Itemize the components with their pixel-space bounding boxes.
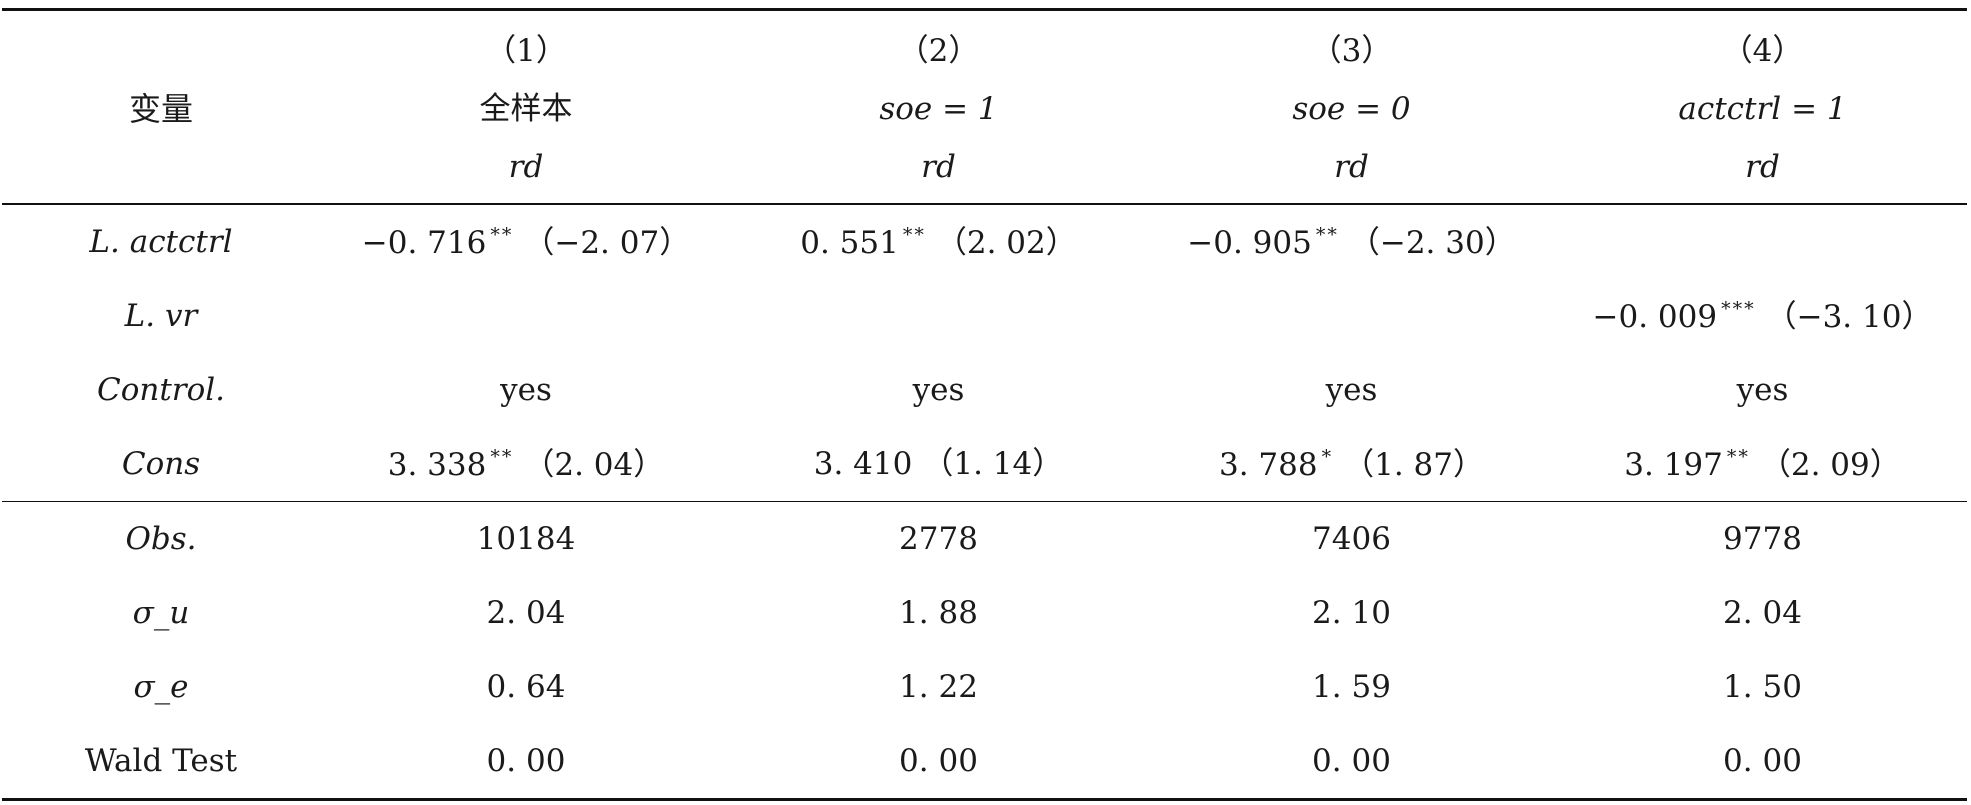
table-header: 变量 （1） 全样本 rd （2） soe = 1 rd （3） soe = 0… [2,8,1967,204]
sample-label: soe = 0 [1292,91,1411,127]
statistic-value: 9778 [1558,501,1967,576]
column-number: （3） [1310,33,1393,69]
column-number: （4） [1721,33,1804,69]
row-label: Control. [96,371,226,408]
table-row: Wald Test 0. 00 0. 00 0. 00 0. 00 [2,724,1967,801]
dependent-variable: rd [1334,149,1369,185]
table-row: L. actctrl −0. 716 ** （−2. 07） 0. 551 ** （2. 0… [2,203,1967,279]
statistic-value: 1. 50 [1723,668,1802,705]
coefficient-value: 3. 338 [387,446,487,483]
coefficient-cell: yes [1145,353,1558,427]
statistic-value: 2. 10 [1312,594,1391,631]
table-row: Obs. 10184 2778 7406 9778 [2,501,1967,576]
table-row: L. vr −0. 009 *** （−3. 10） [2,279,1967,353]
coefficient-cell [732,279,1145,353]
coefficient-value: yes [912,371,965,408]
statistic-value: 1. 59 [1312,668,1391,705]
row-label: σ_u [132,594,190,631]
dependent-variable: rd [508,149,544,185]
row-label: L. actctrl [2,203,320,279]
significance-stars: * [1321,445,1334,468]
header-row: 变量 （1） 全样本 rd （2） soe = 1 rd （3） soe = 0… [2,8,1967,204]
statistic-value: 0. 00 [732,724,1145,801]
variable-header: 变量 [2,8,320,204]
t-statistic: （−2. 30） [1348,224,1516,261]
sample-label: 全样本 [479,91,573,127]
table-row: Cons 3. 338 ** （2. 04） 3. 410 （1. 14） 3. 788 * （… [2,427,1967,502]
statistics-rows: Obs. 10184 2778 7406 9778 σ_u 2. 04 1. 88 2. 10 2… [2,501,1967,801]
table-row: σ_e 0. 64 1. 22 1. 59 1. 50 [2,650,1967,724]
statistic-value: 0. 64 [486,668,566,705]
coefficient-value: yes [500,371,552,408]
statistic-value: 2. 04 [1723,594,1802,631]
sample-label: soe = 1 [879,91,998,127]
significance-stars: *** [1721,297,1756,320]
coefficient-cell: −0. 716 ** （−2. 07） [320,203,732,279]
statistic-value: 0. 00 [1558,724,1967,801]
significance-stars: ** [490,445,514,468]
coefficient-value: yes [1325,371,1378,408]
t-statistic: （−3. 10） [1765,298,1933,335]
coefficient-cell: −0. 905 ** （−2. 30） [1145,203,1558,279]
coefficient-cell: 3. 788 * （1. 87） [1145,427,1558,502]
table-row: σ_u 2. 04 1. 88 2. 10 2. 04 [2,576,1967,650]
coefficient-cell: 3. 338 ** （2. 04） [320,427,732,502]
t-statistic: （2. 09） [1759,446,1901,483]
coefficient-value: 3. 410 [813,445,913,482]
coefficient-cell: yes [1558,353,1967,427]
coefficient-value: 3. 197 [1624,446,1723,483]
coefficient-value: −0. 716 [361,224,487,261]
coefficient-cell: yes [320,353,732,427]
t-statistic: （2. 04） [523,446,665,483]
column-number: （1） [485,33,567,69]
table-row: Control. yes yes yes yes [2,353,1967,427]
column-number: （2） [897,33,980,69]
t-statistic: （−2. 07） [523,224,691,261]
t-statistic: （1. 87） [1343,446,1484,483]
row-label: Cons [121,445,201,482]
coefficient-cell: 0. 551 ** （2. 02） [732,203,1145,279]
coefficient-value: yes [1736,371,1789,408]
coefficient-value: −0. 905 [1187,224,1312,261]
column-header-3: （3） soe = 0 rd [1145,8,1558,204]
statistic-value: 0. 00 [320,724,732,801]
statistic-value: 2. 04 [486,594,566,631]
statistic-value: 10184 [320,501,732,576]
dependent-variable: rd [921,149,956,185]
column-header-1: （1） 全样本 rd [320,8,732,204]
statistic-value: 2778 [732,501,1145,576]
significance-stars: ** [490,223,514,246]
sample-label: actctrl = 1 [1678,91,1847,127]
coefficient-value: 0. 551 [800,224,899,261]
statistic-value: 7406 [1145,501,1558,576]
significance-stars: ** [1726,445,1750,468]
t-statistic: （1. 14） [922,445,1064,482]
coefficient-cell: 3. 410 （1. 14） [732,427,1145,502]
row-label: Wald Test [2,724,320,801]
column-header-4: （4） actctrl = 1 rd [1558,8,1967,204]
coefficient-rows: L. actctrl −0. 716 ** （−2. 07） 0. 551 ** （2. 0… [2,203,1967,502]
row-label: σ_e [133,668,189,705]
coefficient-cell [1558,203,1967,279]
regression-table: 变量 （1） 全样本 rd （2） soe = 1 rd （3） soe = 0… [2,8,1967,801]
coefficient-cell [320,279,732,353]
row-label: L. vr [124,297,198,334]
coefficient-value: 3. 788 [1219,446,1318,483]
coefficient-cell [1145,279,1558,353]
coefficient-cell: −0. 009 *** （−3. 10） [1558,279,1967,353]
statistic-value: 1. 22 [899,668,978,705]
row-label: Obs. [2,501,320,576]
t-statistic: （2. 02） [935,224,1077,261]
column-header-2: （2） soe = 1 rd [732,8,1145,204]
significance-stars: ** [1315,223,1339,246]
coefficient-cell: yes [732,353,1145,427]
statistic-value: 0. 00 [1145,724,1558,801]
coefficient-cell: 3. 197 ** （2. 09） [1558,427,1967,502]
coefficient-value: −0. 009 [1592,298,1718,335]
dependent-variable: rd [1745,149,1780,185]
statistic-value: 1. 88 [899,594,978,631]
significance-stars: ** [902,223,926,246]
